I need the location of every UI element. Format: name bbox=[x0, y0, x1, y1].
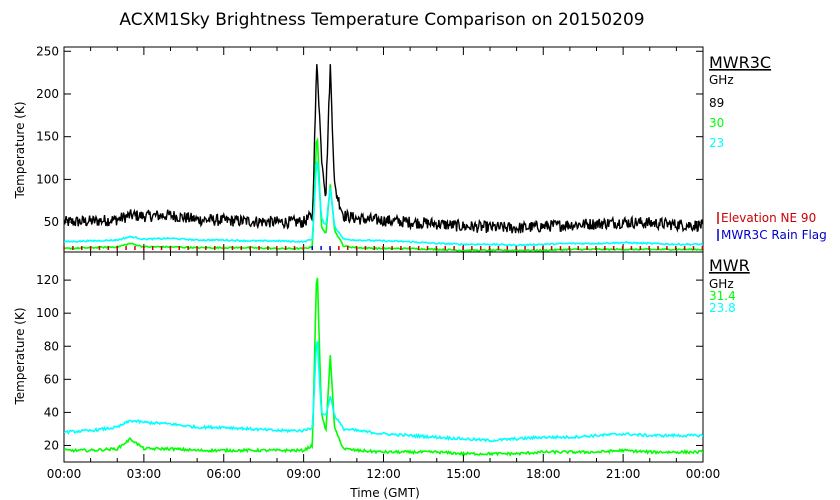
legend-item-89: 89 bbox=[709, 96, 724, 110]
bottom-legend-unit: GHz bbox=[709, 277, 734, 291]
legend-item-31-4: 31.4 bbox=[709, 289, 736, 303]
bottom-series-line-23-8 bbox=[64, 341, 703, 443]
top-legend-title: MWR3C bbox=[709, 53, 771, 72]
bottom-y-axis-label: Temperature (K) bbox=[13, 307, 27, 405]
bottom-y-tick-label: 100 bbox=[36, 306, 59, 320]
x-tick-label: 21:00 bbox=[606, 467, 641, 481]
top-y-tick-label: 50 bbox=[44, 215, 59, 229]
top-series-line-89 bbox=[64, 64, 703, 234]
bottom-legend-title: MWR bbox=[709, 256, 750, 275]
x-tick-label: 06:00 bbox=[206, 467, 241, 481]
top-y-tick-label: 250 bbox=[36, 44, 59, 58]
bottom-panel-mwr: 20 40 60 80 100 120 00:00 03:00 06:00 09:00 12:00 1… bbox=[36, 251, 721, 481]
chart-title: ACXM1Sky Brightness Temperature Comparis… bbox=[119, 10, 644, 30]
legend-item-23-8: 23.8 bbox=[709, 301, 736, 315]
top-legend-unit: GHz bbox=[709, 73, 734, 87]
top-panel-mwr3c: 50 100 150 200 250 bbox=[36, 44, 704, 253]
x-tick-label: 18:00 bbox=[526, 467, 561, 481]
bottom-y-tick-label: 20 bbox=[44, 438, 59, 452]
legend-item-23: 23 bbox=[709, 136, 724, 150]
x-axis-label: Time (GMT) bbox=[349, 486, 420, 500]
bottom-y-tick-label: 60 bbox=[44, 372, 59, 386]
x-tick-label: 00:00 bbox=[47, 467, 82, 481]
bottom-series-line-31-4 bbox=[64, 277, 703, 457]
x-tick-label: 15:00 bbox=[446, 467, 481, 481]
top-series-line-30 bbox=[64, 137, 703, 252]
top-y-tick-label: 200 bbox=[36, 87, 59, 101]
bottom-y-tick-label: 80 bbox=[44, 339, 59, 353]
x-tick-label: 00:00 bbox=[686, 467, 721, 481]
legend-item-30: 30 bbox=[709, 116, 724, 130]
top-y-tick-label: 100 bbox=[36, 172, 59, 186]
top-y-axis-label: Temperature (K) bbox=[13, 101, 27, 199]
x-tick-label: 03:00 bbox=[127, 467, 162, 481]
bottom-y-tick-label: 120 bbox=[36, 273, 59, 287]
top-y-tick-label: 150 bbox=[36, 130, 59, 144]
top-series-line-23 bbox=[64, 161, 703, 247]
bottom-plot-frame bbox=[63, 251, 704, 463]
x-tick-label: 09:00 bbox=[286, 467, 321, 481]
flag-label-elevation: Elevation NE 90 bbox=[721, 211, 816, 225]
flag-label-rain: MWR3C Rain Flag bbox=[721, 228, 827, 242]
bottom-y-tick-label: 40 bbox=[44, 405, 59, 419]
x-tick-label: 12:00 bbox=[366, 467, 401, 481]
